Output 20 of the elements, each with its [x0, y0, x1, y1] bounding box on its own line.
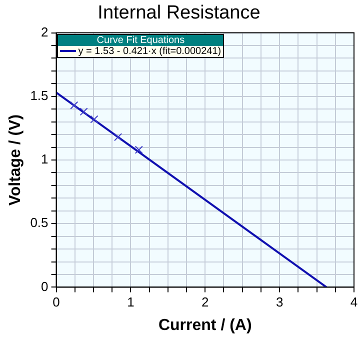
y-axis-title: Voltage / (V)	[7, 114, 24, 206]
point	[80, 108, 88, 116]
point	[134, 146, 143, 154]
x-axis-title: Current / (A)	[158, 316, 252, 334]
x-tick-label: 2	[202, 294, 209, 310]
x-tick-label: 3	[276, 294, 284, 310]
legend-label: y = 1.53 - 0.421·x (fit=0.000241)	[78, 46, 222, 57]
y-tick-label: 1	[41, 152, 48, 167]
x-tick-label: 1	[127, 294, 134, 310]
y-tick-label: 1.5	[30, 88, 48, 103]
y-tick-label: 2	[41, 24, 48, 40]
y-tick-label: 0.5	[30, 215, 48, 230]
legend-header: Curve Fit Equations	[58, 34, 224, 46]
y-tick-label: 0	[41, 278, 48, 294]
x-tick-label: 0	[52, 294, 60, 310]
x-tick-label: 4	[350, 294, 358, 310]
chart-title: Internal Resistance	[98, 2, 260, 24]
point	[114, 133, 122, 142]
point	[70, 101, 78, 110]
point	[90, 115, 98, 124]
